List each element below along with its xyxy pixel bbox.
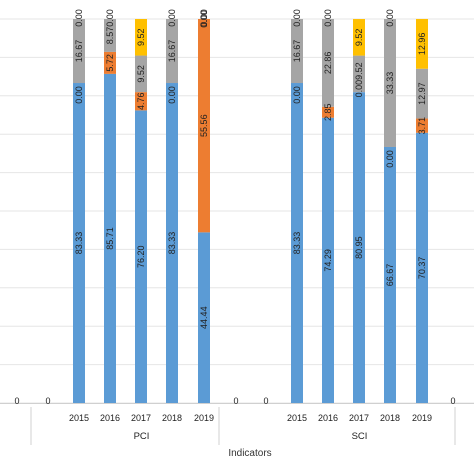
bar-segment-blue [198, 232, 210, 403]
bar-value-label: 83.33 [167, 232, 177, 255]
bar-value-label: 0.00 [323, 9, 333, 27]
bar-segment-blue [291, 83, 303, 403]
bar-labels: 83.330.0016.670.0085.715.728.570.0076.20… [74, 9, 427, 329]
bar-segment-orange [198, 19, 210, 233]
bar-segment-blue [104, 73, 116, 403]
zero-label: 0 [450, 396, 455, 406]
category-label: 2016 [318, 413, 338, 423]
bar-value-label: 66.67 [385, 264, 395, 287]
bar-segment-blue [73, 83, 85, 403]
bar-value-label: 0.00 [385, 150, 395, 168]
zero-label: 0 [233, 396, 238, 406]
bar-segment-orange [416, 118, 428, 133]
bar-segment-blue [322, 117, 334, 403]
bar-value-label: 3.71 [417, 117, 427, 135]
bar-segment-orange [322, 106, 334, 118]
bar-value-label: 0.00 [199, 9, 209, 27]
x-axis-title: Indicators [228, 448, 271, 459]
bar-value-label: 44.44 [199, 306, 209, 329]
bars [73, 18, 428, 404]
group-label: SCI [352, 431, 368, 442]
bar-segment-gray [104, 19, 116, 52]
bar-value-label: 85.71 [105, 227, 115, 250]
bar-segment-blue [166, 83, 178, 403]
bar-value-label: 0.00 [105, 9, 115, 27]
bar-value-label: 12.96 [417, 33, 427, 56]
zero-label: 0 [45, 396, 50, 406]
gridlines [0, 18, 474, 404]
bar-segment-gray [353, 55, 365, 93]
bar-value-label: 0.009.52 [354, 62, 364, 97]
bar-segment-orange [104, 51, 116, 74]
bar-segment-gray [166, 19, 178, 84]
group-label: PCI [134, 431, 150, 442]
zero-label: 0 [14, 396, 19, 406]
bar-segment-orange [135, 92, 147, 111]
bar-segment-yellow [416, 18, 428, 69]
bar-segment-blue [135, 110, 147, 403]
bar-value-label: 9.52 [136, 29, 146, 47]
bar-segment-gray [384, 19, 396, 147]
category-label: 2019 [412, 413, 432, 423]
bar-value-label: 16.67 [74, 40, 84, 63]
bar-value-label: 0.00 [292, 86, 302, 104]
bar-segment-blue [384, 146, 396, 404]
bar-segment-yellow [353, 19, 365, 56]
bar-value-label: 33.33 [385, 72, 395, 95]
category-label: 2015 [287, 413, 307, 423]
bar-segment-gray [135, 55, 147, 93]
bar-value-label: 80.95 [354, 236, 364, 259]
bar-segment-blue [416, 132, 428, 403]
category-label: 2018 [162, 413, 182, 423]
bar-value-label: 0.00 [74, 86, 84, 104]
bar-value-label: 74.29 [323, 249, 333, 272]
bar-value-label: 22.86 [323, 52, 333, 75]
bar-value-label: 16.67 [292, 40, 302, 63]
bar-value-label: 0.00 [74, 9, 84, 27]
bar-value-label: 70.37 [417, 257, 427, 280]
bar-segment-blue [353, 92, 365, 403]
bar-value-label: 0.00 [167, 9, 177, 27]
bar-value-label: 16.67 [167, 40, 177, 63]
bar-value-label: 5.72 [105, 54, 115, 72]
bar-value-label: 0.00 [385, 9, 395, 27]
bar-segment-yellow [135, 19, 147, 56]
bar-segment-gray [73, 19, 85, 84]
bar-segment-gray [416, 68, 428, 119]
zero-label: 0 [263, 396, 268, 406]
x-axis: 0 0 2015 2016 2017 2018 2019 PCI 0 0 2015 2016 2017 2… [0, 396, 474, 445]
bar-segment-gray [291, 19, 303, 84]
bar-value-label: 0.00 [292, 9, 302, 27]
bar-value-label: 4.76 [136, 92, 146, 110]
category-label: 2017 [131, 413, 151, 423]
category-label: 2016 [100, 413, 120, 423]
bar-value-label: 0.00 [199, 10, 209, 28]
category-label: 2015 [69, 413, 89, 423]
category-label: 2017 [349, 413, 369, 423]
bar-value-label: 76.20 [136, 245, 146, 268]
bar-value-label: 9.52 [354, 29, 364, 47]
bar-segment-gray [322, 19, 334, 107]
category-label: 2019 [194, 413, 214, 423]
bar-value-label: 55.56 [199, 114, 209, 137]
bar-value-label: 83.33 [292, 232, 302, 255]
bar-value-label: 2.85 [323, 103, 333, 121]
bar-value-label: 12.97 [417, 82, 427, 105]
bar-value-label: 9.52 [136, 65, 146, 83]
bar-value-label: 83.33 [74, 232, 84, 255]
bar-value-label: 8.57 [105, 27, 115, 45]
category-label: 2018 [380, 413, 400, 423]
bar-value-label: 0.00 [167, 86, 177, 104]
